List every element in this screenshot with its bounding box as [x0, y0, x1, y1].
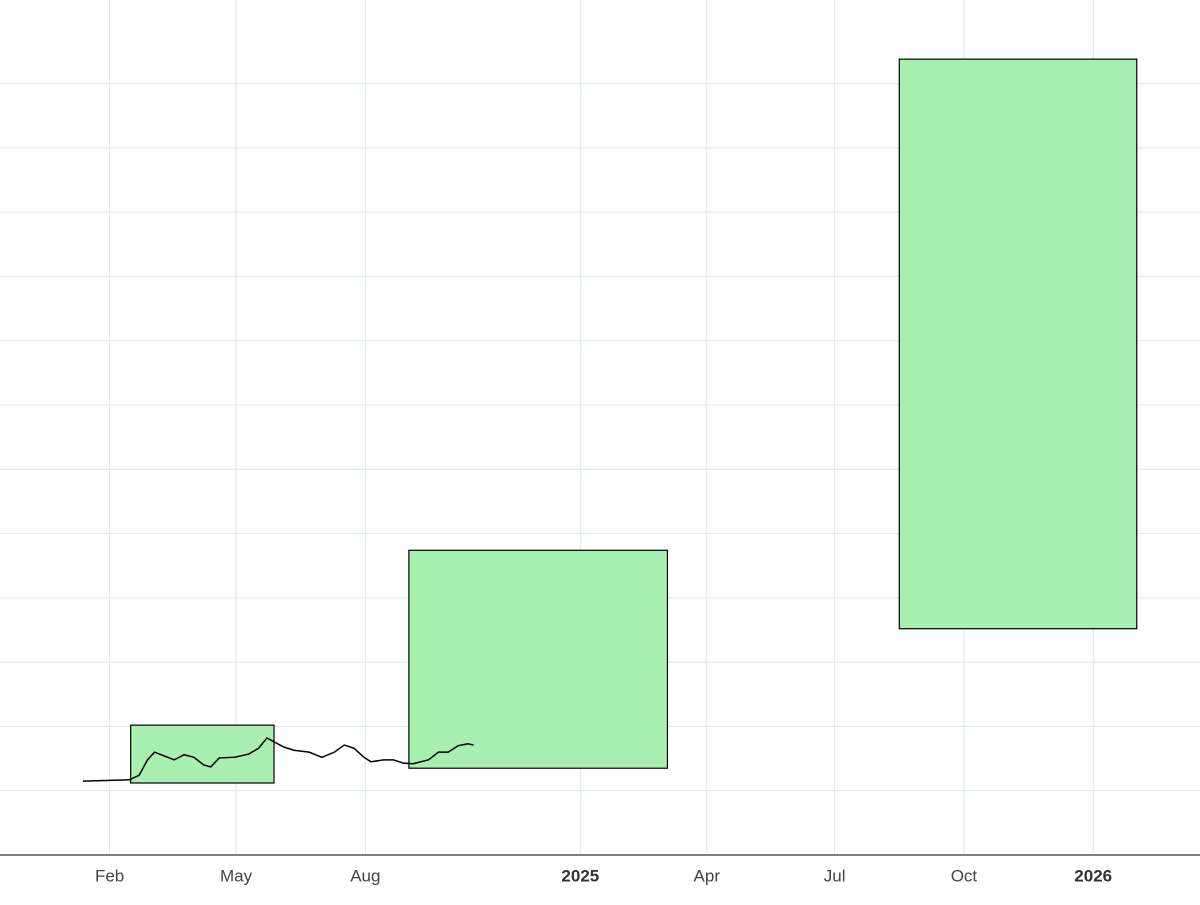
x-tick-label: 2026 [1074, 866, 1112, 885]
x-tick-label: Jul [824, 866, 846, 885]
x-tick-label: May [220, 866, 253, 885]
x-tick-label: Aug [350, 866, 380, 885]
x-tick-label: Feb [95, 866, 124, 885]
x-tick-label: Apr [694, 866, 721, 885]
range-box [898, 58, 1138, 630]
range-box [408, 549, 669, 769]
price-line [82, 737, 474, 782]
x-tick-label: Oct [951, 866, 978, 885]
x-tick-label: 2025 [561, 866, 599, 885]
